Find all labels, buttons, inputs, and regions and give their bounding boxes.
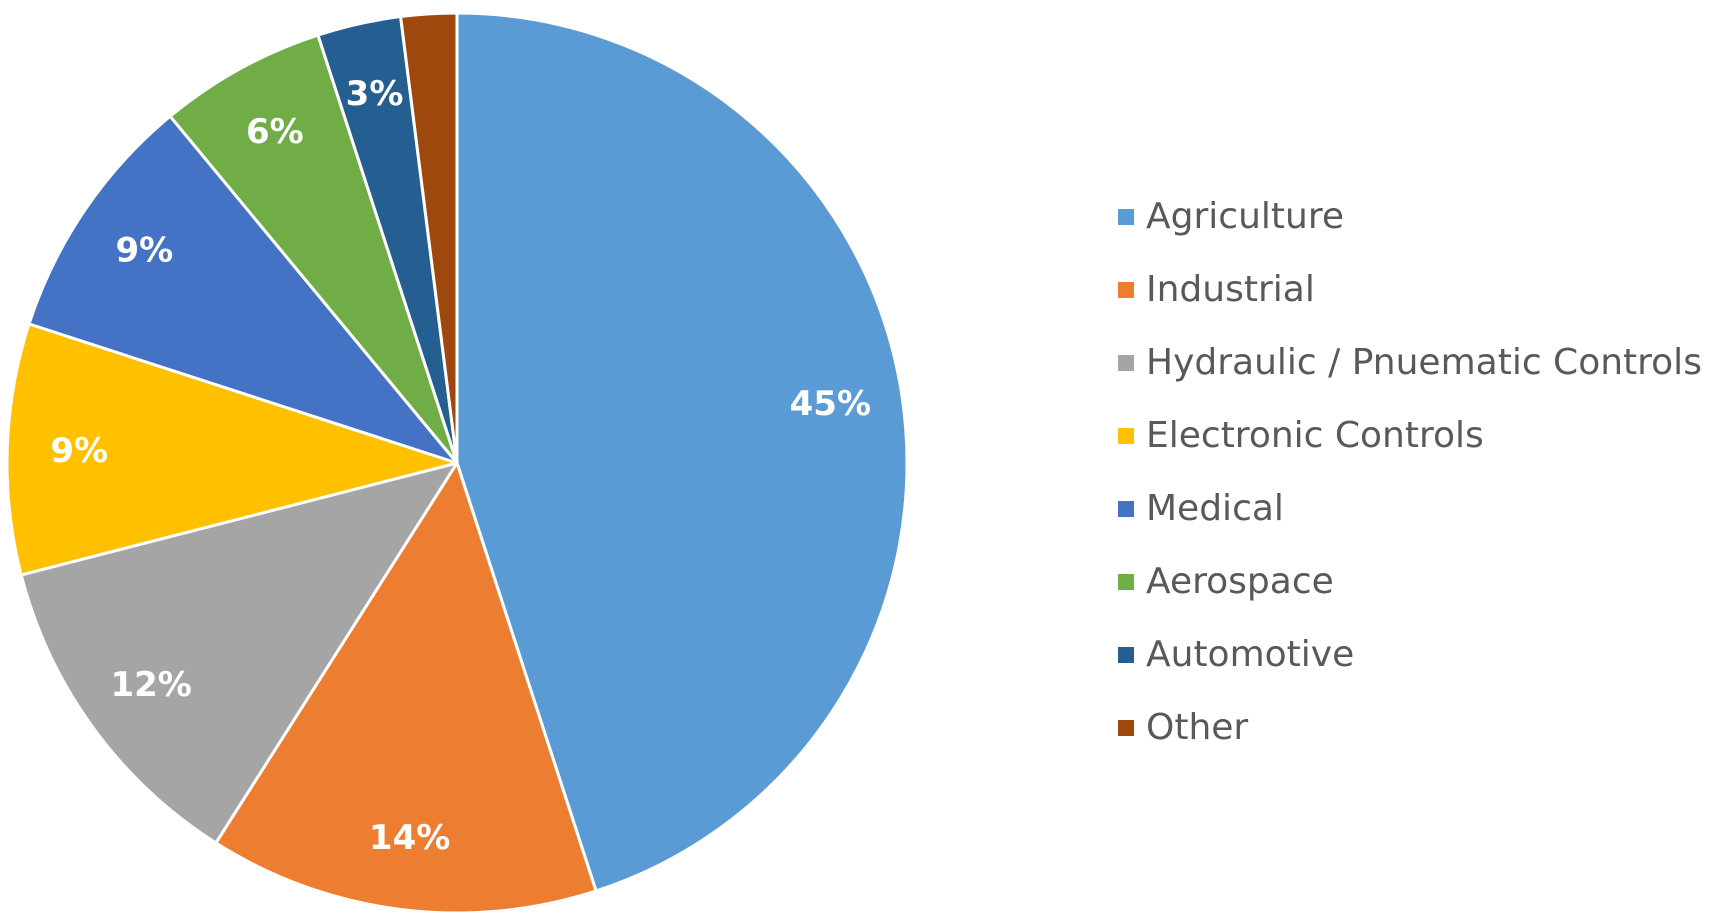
legend-swatch bbox=[1118, 281, 1134, 298]
slice-aerospace bbox=[168, 33, 459, 465]
legend-label: Other bbox=[1146, 707, 1249, 748]
legend-label: Automotive bbox=[1146, 634, 1355, 675]
legend-item-hydraulic-pnuematic-controls: Hydraulic / Pnuematic Controls bbox=[1118, 326, 1702, 399]
slice-medical bbox=[27, 114, 459, 465]
legend-item-aerospace: Aerospace bbox=[1118, 545, 1702, 618]
legend-swatch bbox=[1118, 646, 1134, 663]
legend-label: Agriculture bbox=[1146, 196, 1344, 237]
legend-swatch bbox=[1118, 354, 1134, 371]
legend-label: Aerospace bbox=[1146, 561, 1334, 602]
data-label-aerospace: 6% bbox=[246, 112, 304, 152]
legend-item-agriculture: Agriculture bbox=[1118, 180, 1702, 253]
pie-slices bbox=[5, 11, 909, 915]
legend-swatch bbox=[1118, 500, 1134, 517]
legend-label: Medical bbox=[1146, 488, 1284, 529]
slice-agriculture bbox=[455, 11, 909, 893]
legend-swatch bbox=[1118, 719, 1134, 736]
data-label-agriculture: 45% bbox=[790, 384, 871, 424]
legend-item-medical: Medical bbox=[1118, 472, 1702, 545]
slice-hydraulic-pnuematic-controls bbox=[19, 461, 459, 845]
legend-label: Industrial bbox=[1146, 269, 1315, 310]
legend-item-industrial: Industrial bbox=[1118, 253, 1702, 326]
data-label-medical: 9% bbox=[115, 231, 173, 271]
data-label-hydraulic-pnuematic-controls: 12% bbox=[110, 665, 191, 705]
legend-swatch bbox=[1118, 208, 1134, 225]
legend-swatch bbox=[1118, 427, 1134, 444]
slice-electronic-controls bbox=[5, 322, 459, 577]
legend-label: Hydraulic / Pnuematic Controls bbox=[1146, 342, 1702, 383]
slice-industrial bbox=[214, 461, 598, 915]
legend-item-automotive: Automotive bbox=[1118, 618, 1702, 691]
data-label-automotive: 3% bbox=[346, 74, 404, 114]
pie-data-labels: 45% 14% 12% 9% 9% 6% 3% bbox=[50, 74, 871, 858]
legend: Agriculture Industrial Hydraulic / Pnuemat… bbox=[1118, 180, 1702, 764]
slice-other bbox=[399, 11, 459, 465]
legend-label: Electronic Controls bbox=[1146, 415, 1484, 456]
data-label-electronic-controls: 9% bbox=[50, 431, 108, 471]
legend-swatch bbox=[1118, 573, 1134, 590]
data-label-industrial: 14% bbox=[369, 818, 450, 858]
legend-item-other: Other bbox=[1118, 691, 1702, 764]
legend-item-electronic-controls: Electronic Controls bbox=[1118, 399, 1702, 472]
